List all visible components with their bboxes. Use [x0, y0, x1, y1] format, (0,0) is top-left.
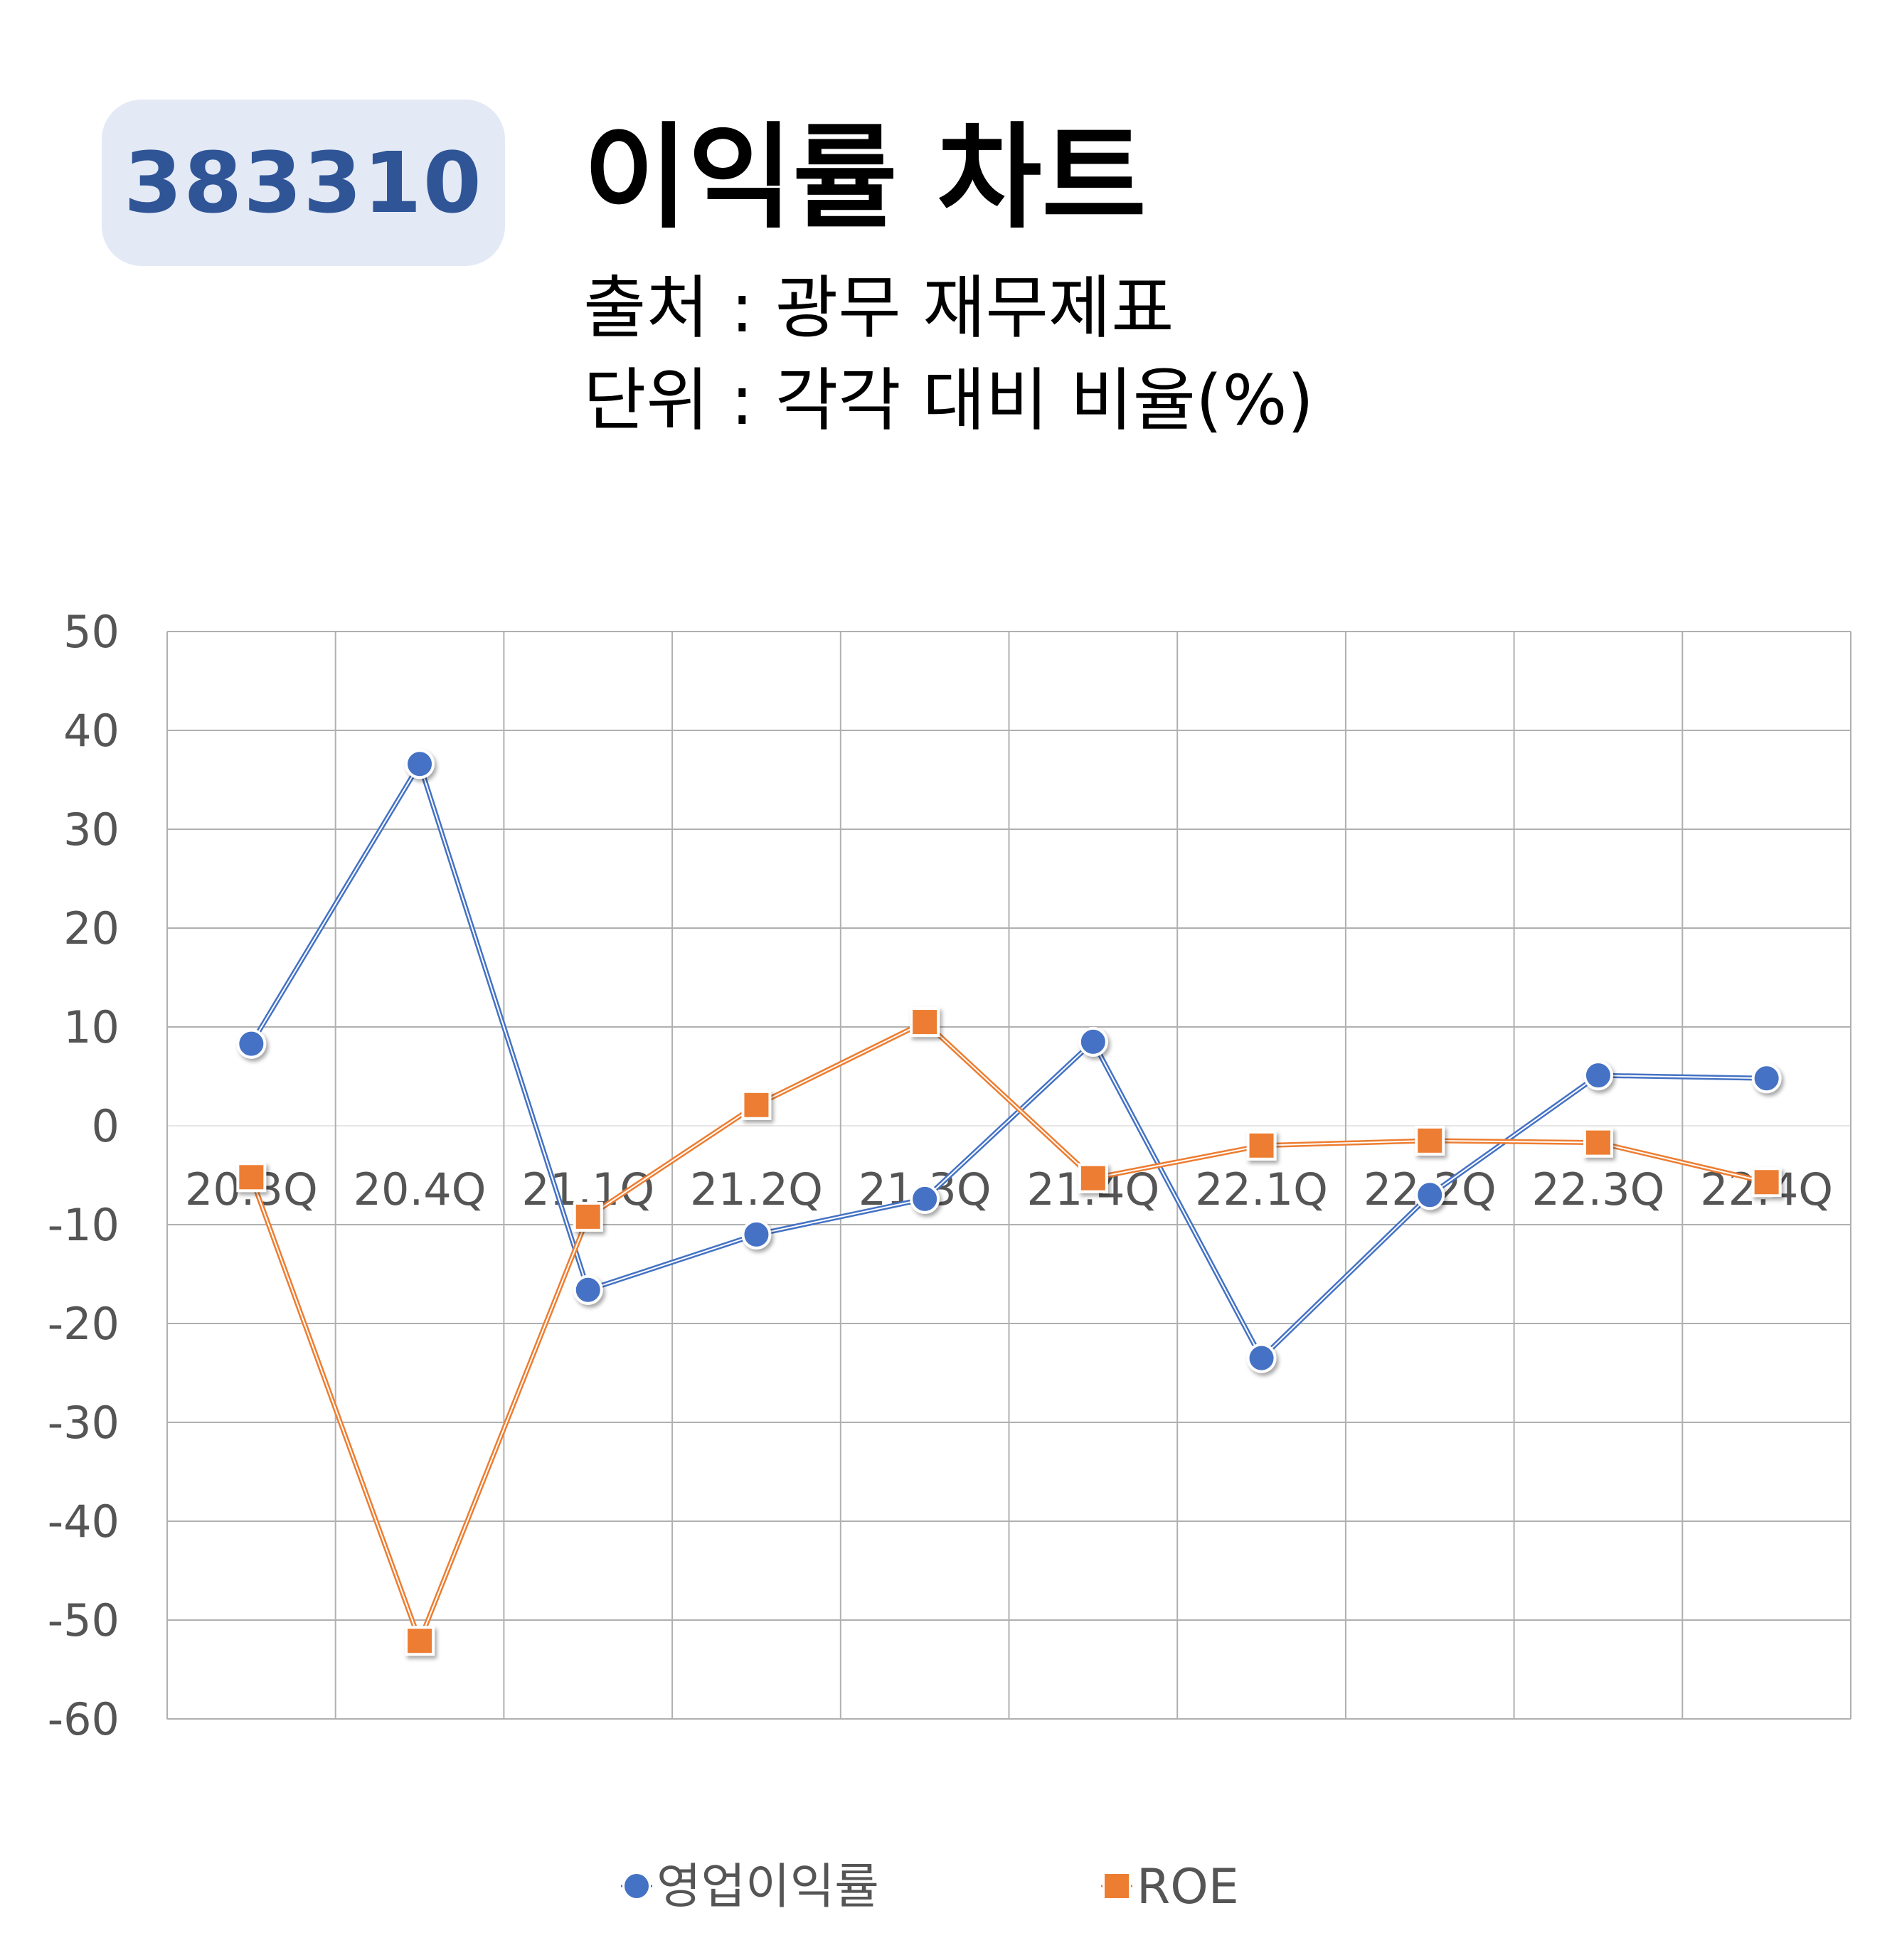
data-point-square [573, 1201, 603, 1232]
y-axis-labels: 50 40 30 20 10 0 -10 -20 -30 -40 -50 -60 [48, 606, 119, 1745]
series-line [250, 1021, 1767, 1642]
data-point-circle [573, 1274, 603, 1305]
y-tick-label: -40 [48, 1496, 119, 1548]
data-point-square [405, 1626, 435, 1656]
data-point-circle [1583, 1060, 1613, 1091]
x-tick-label: 22.3Q [1532, 1163, 1665, 1215]
data-point-square [1246, 1130, 1277, 1161]
y-tick-label: 0 [92, 1100, 119, 1152]
legend-marker-circle [625, 1874, 649, 1898]
y-tick-label: 30 [63, 804, 119, 856]
x-axis-labels: 20.3Q20.4Q21.1Q21.2Q21.3Q21.4Q22.1Q22.2Q… [185, 1163, 1833, 1215]
series-lines [249, 761, 1768, 1644]
data-point-circle [910, 1183, 940, 1214]
x-tick-label: 21.2Q [690, 1163, 823, 1215]
series-line [250, 763, 1767, 1359]
y-tick-label: 20 [63, 902, 119, 954]
data-point-circle [741, 1219, 772, 1250]
y-tick-label: 40 [63, 705, 119, 757]
unit-text: 단위 : 각각 대비 비율(%) [583, 361, 1314, 440]
data-point-circle [1246, 1343, 1277, 1373]
legend-marker-square [1105, 1874, 1129, 1898]
data-point-circle [1078, 1026, 1108, 1057]
data-point-circle [236, 1028, 267, 1059]
x-tick-label: 20.4Q [354, 1163, 487, 1215]
data-point-square [741, 1090, 772, 1120]
data-point-circle [1415, 1180, 1445, 1210]
y-tick-label: -60 [48, 1693, 119, 1745]
data-point-square [910, 1007, 940, 1038]
data-point-square [236, 1162, 267, 1193]
stock-code: 383310 [124, 134, 483, 232]
y-tick-label: -20 [48, 1298, 119, 1350]
legend-label: ROE [1137, 1859, 1239, 1915]
x-tick-label: 22.1Q [1195, 1163, 1328, 1215]
data-point-circle [1751, 1063, 1782, 1094]
y-tick-label: -50 [48, 1594, 119, 1646]
y-tick-label: -30 [48, 1397, 119, 1449]
y-tick-label: 50 [63, 606, 119, 658]
data-point-square [1751, 1167, 1782, 1198]
stock-code-badge: 383310 [102, 100, 505, 266]
y-tick-label: 10 [63, 1001, 119, 1053]
data-point-square [1078, 1163, 1108, 1193]
data-point-square [1415, 1125, 1445, 1156]
legend: 영업이익률 ROE [621, 1859, 1239, 1915]
page-title: 이익률 차트 [583, 111, 1147, 244]
grid-lines [166, 631, 1851, 1720]
data-point-circle [405, 749, 435, 779]
data-point-square [1583, 1127, 1613, 1158]
y-tick-label: -10 [48, 1199, 119, 1251]
series-markers [236, 749, 1782, 1656]
legend-label: 영업이익률 [657, 1859, 879, 1915]
source-text: 출처 : 광무 재무제표 [583, 268, 1174, 348]
